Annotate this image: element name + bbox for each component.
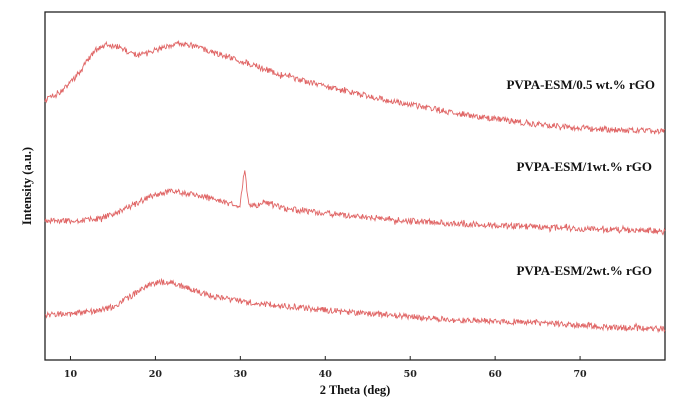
series-line-1 xyxy=(44,39,666,135)
plot-frame xyxy=(44,11,666,361)
series-labels: PVPA-ESM/0.5 wt.% rGO PVPA-ESM/1wt.% rGO P… xyxy=(506,77,655,278)
series-layer xyxy=(44,39,666,334)
x-tick-label: 10 xyxy=(64,369,78,380)
y-axis-title: Intensity (a.u.) xyxy=(20,147,34,225)
x-tick-label: 40 xyxy=(319,369,333,380)
series-label-2: PVPA-ESM/1wt.% rGO xyxy=(516,159,652,174)
x-axis-title: 2 Theta (deg) xyxy=(320,383,391,397)
x-tick-label: 30 xyxy=(234,369,248,380)
series-line-2 xyxy=(44,170,666,236)
series-label-3: PVPA-ESM/2wt.% rGO xyxy=(516,263,652,278)
x-tick-label: 60 xyxy=(489,369,503,380)
x-axis-ticks: 10 20 30 40 50 60 70 xyxy=(64,356,587,380)
x-tick-label: 70 xyxy=(573,369,587,380)
series-label-1: PVPA-ESM/0.5 wt.% rGO xyxy=(506,77,655,92)
x-tick-label: 20 xyxy=(149,369,163,380)
series-line-3 xyxy=(44,277,666,334)
x-tick-label: 50 xyxy=(404,369,418,380)
